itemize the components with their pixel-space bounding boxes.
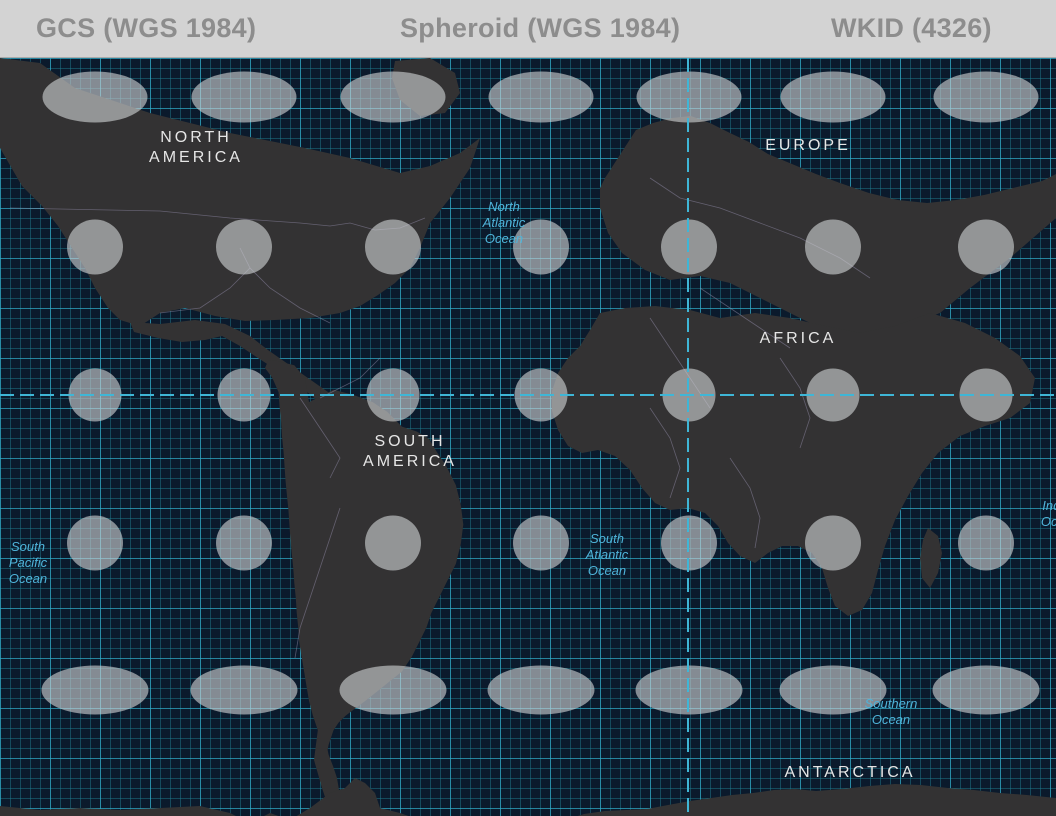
svg-text:Atlantic: Atlantic: [482, 215, 526, 230]
svg-text:Ocean: Ocean: [1041, 514, 1056, 529]
svg-text:AMERICA: AMERICA: [149, 149, 243, 166]
svg-text:SOUTH: SOUTH: [375, 433, 446, 450]
svg-text:AFRICA: AFRICA: [760, 330, 837, 347]
svg-text:Ocean: Ocean: [485, 231, 523, 246]
svg-text:North: North: [488, 199, 520, 214]
svg-text:South: South: [11, 539, 45, 554]
svg-text:South: South: [590, 531, 624, 546]
svg-text:Southern: Southern: [865, 696, 918, 711]
svg-text:Ocean: Ocean: [9, 571, 47, 586]
svg-text:Ocean: Ocean: [872, 712, 910, 727]
svg-text:Pacific: Pacific: [9, 555, 48, 570]
svg-text:Indian: Indian: [1042, 498, 1056, 513]
svg-text:Ocean: Ocean: [588, 563, 626, 578]
svg-text:Atlantic: Atlantic: [585, 547, 629, 562]
svg-text:ANTARCTICA: ANTARCTICA: [784, 764, 915, 781]
svg-text:EUROPE: EUROPE: [765, 137, 851, 154]
svg-text:NORTH: NORTH: [160, 129, 232, 146]
svg-text:AMERICA: AMERICA: [363, 453, 457, 470]
